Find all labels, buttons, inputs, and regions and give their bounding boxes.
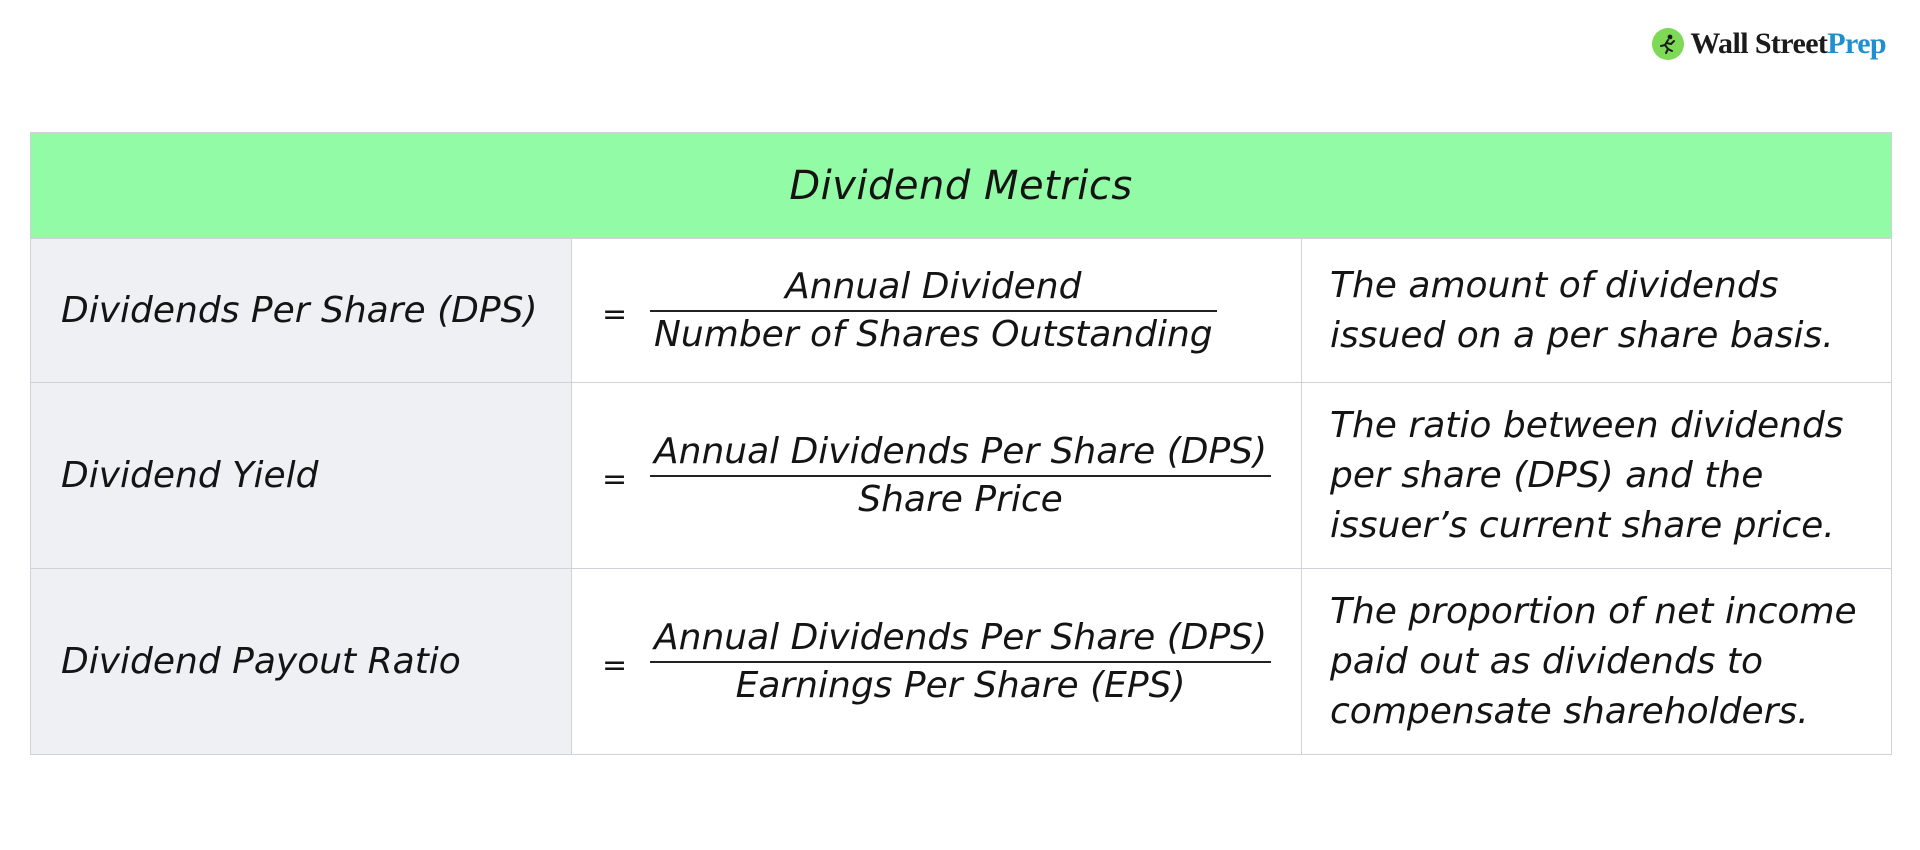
table-header-row: Dividend Metrics [29,132,1893,239]
formula-cell: = Annual Dividend Number of Shares Outst… [571,238,1302,383]
formula-numerator: Annual Dividend [785,265,1082,307]
metric-description: The proportion of net income paid out as… [1300,568,1893,755]
metric-name: Dividend Payout Ratio [30,568,572,755]
description-line: The proportion of net income [1330,590,1857,632]
equals-sign: = [602,462,628,497]
formula: = Annual Dividends Per Share (DPS) Share… [602,430,1272,520]
equals-sign: = [602,648,628,683]
formula-denominator: Share Price [858,478,1063,520]
fraction: Annual Dividends Per Share (DPS) Earning… [650,616,1272,706]
equals-sign: = [602,297,628,332]
fraction-bar [650,660,1272,663]
fraction-bar [650,309,1217,312]
table-title: Dividend Metrics [29,132,1893,239]
formula-cell: = Annual Dividends Per Share (DPS) Earni… [571,568,1302,755]
formula-numerator: Annual Dividends Per Share (DPS) [654,430,1268,472]
formula-denominator: Earnings Per Share (EPS) [735,664,1186,706]
description-line: issued on a per share basis. [1330,314,1834,356]
fraction: Annual Dividend Number of Shares Outstan… [650,265,1217,355]
logo-word-prep: Prep [1827,27,1886,60]
running-man-icon [1652,28,1685,60]
table-row-dividend-yield: Dividend Yield = Annual Dividends Per Sh… [30,382,1893,569]
dividend-metrics-table: Dividend Metrics Dividends Per Share (DP… [29,132,1893,755]
logo-word-wall-street: Wall Street [1690,27,1828,60]
formula-numerator: Annual Dividends Per Share (DPS) [654,616,1268,658]
description-line: compensate shareholders. [1330,690,1809,732]
description-line: The ratio between dividends [1330,404,1844,446]
description-line: per share (DPS) and the [1330,454,1764,496]
wall-street-prep-logo: Wall StreetPrep [1652,24,1887,64]
formula: = Annual Dividends Per Share (DPS) Earni… [602,616,1272,706]
description-line: The amount of dividends [1330,264,1779,306]
metric-description: The ratio between dividends per share (D… [1300,382,1893,569]
logo-wordmark: Wall StreetPrep [1690,27,1886,61]
table-row-dps: Dividends Per Share (DPS) = Annual Divid… [30,238,1893,383]
formula-cell: = Annual Dividends Per Share (DPS) Share… [571,382,1302,569]
metric-name: Dividends Per Share (DPS) [30,238,572,383]
metric-description: The amount of dividends issued on a per … [1300,238,1893,383]
description-line: issuer’s current share price. [1330,504,1835,546]
metric-name: Dividend Yield [30,382,572,569]
description-line: paid out as dividends to [1330,640,1764,682]
fraction: Annual Dividends Per Share (DPS) Share P… [650,430,1272,520]
fraction-bar [650,474,1272,477]
formula-denominator: Number of Shares Outstanding [654,313,1213,355]
formula: = Annual Dividend Number of Shares Outst… [602,265,1271,355]
table-row-payout-ratio: Dividend Payout Ratio = Annual Dividends… [30,568,1893,755]
